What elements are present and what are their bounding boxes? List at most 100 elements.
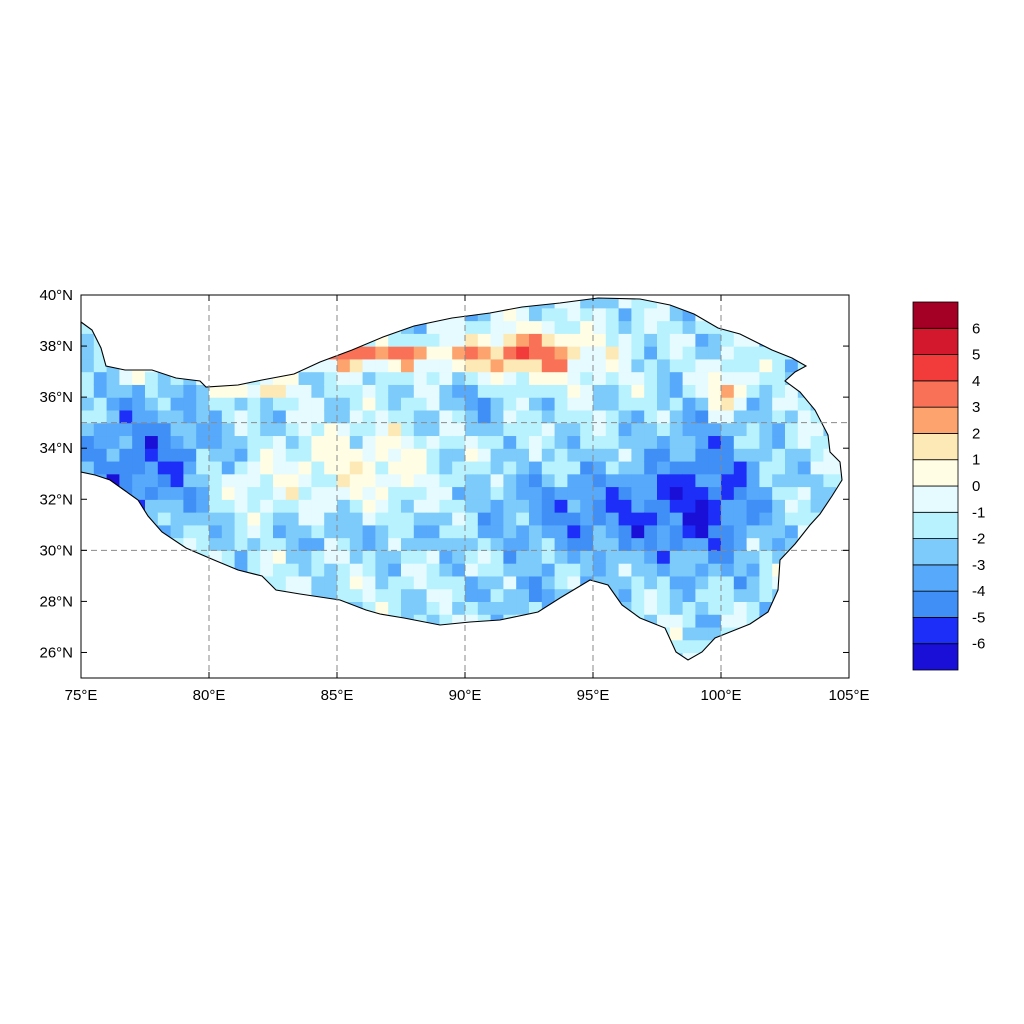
field-cell [221,460,236,475]
field-cell [695,371,709,385]
field-cell [413,575,428,590]
field-cell [823,435,837,449]
field-cell [810,384,824,398]
field-cell [503,639,517,654]
field-cell [157,652,172,660]
field-cell [797,626,812,641]
field-cell [708,371,722,385]
field-cell [413,512,428,526]
field-cell [324,512,338,526]
field-cell [759,298,773,309]
field-cell [721,512,735,526]
field-cell [183,333,197,347]
field-cell [541,397,556,411]
field-cell [477,652,492,660]
colorbar-label: 3 [972,399,980,416]
field-cell [810,435,824,449]
field-cell [554,499,568,513]
field-cell [324,384,338,398]
field-cell [324,473,338,488]
field-cell [183,626,197,641]
field-cell [324,486,338,500]
field-cell [529,665,542,678]
field-cell [529,422,543,437]
field-cell [93,512,108,526]
field-cell [106,358,120,373]
field-cell [721,652,735,660]
field-cell [772,537,786,551]
field-cell [209,614,223,628]
field-cell [580,346,594,360]
field-cell [797,486,812,500]
field-cell [401,448,415,462]
field-cell [490,448,504,462]
field-cell [708,639,722,654]
field-cell [810,307,824,322]
field-cell [260,333,274,347]
field-cell [234,346,248,360]
field-cell [119,639,133,654]
field-cell [337,588,351,602]
field-cell [221,333,236,347]
field-cell [157,550,172,564]
field-cell [657,435,671,449]
field-cell [733,588,748,602]
field-cell [209,626,223,641]
field-cell [349,588,364,602]
field-cell [695,422,709,437]
field-cell [221,614,236,628]
field-cell [209,486,223,500]
field-cell [375,626,389,641]
field-cell [618,588,632,602]
field-cell [170,435,184,449]
field-cell [785,473,799,488]
field-cell [452,639,466,654]
field-cell [196,639,210,654]
field-cell [541,346,556,360]
field-cell [465,333,479,347]
field-cell [490,422,504,437]
field-cell [746,460,760,475]
field-cell [93,333,108,347]
field-cell [106,371,120,385]
field-cell [593,537,607,551]
field-cell [541,550,556,564]
field-cell [362,409,376,424]
field-cell [285,448,300,462]
field-cell [721,537,735,551]
field-cell [324,639,338,654]
field-cell [221,563,236,577]
field-cell [823,601,837,615]
field-cell [196,588,210,602]
field-cell [81,307,95,322]
field-cell [708,652,722,660]
field-cell [93,639,108,654]
field-cell [695,550,709,564]
field-cell [324,460,338,475]
field-cell [209,588,223,602]
field-cell [452,298,466,309]
field-cell [541,320,556,334]
field-cell [478,665,491,678]
field-cell [797,409,812,424]
field-cell [836,473,842,488]
field-cell [81,358,95,373]
field-cell [657,626,671,641]
field-cell [247,512,261,526]
field-cell [106,460,120,475]
field-cell [605,601,620,615]
field-cell [593,473,607,488]
field-cell [234,512,248,526]
field-cell [644,384,658,398]
field-cell [823,563,837,577]
field-cell [567,358,581,373]
field-cell [746,550,760,564]
field-cell [81,346,95,360]
field-cell [285,652,300,660]
field-cell [465,563,479,577]
field-cell [746,358,760,373]
field-cell [362,448,376,462]
field-cell [503,422,517,437]
field-cell [541,298,556,309]
